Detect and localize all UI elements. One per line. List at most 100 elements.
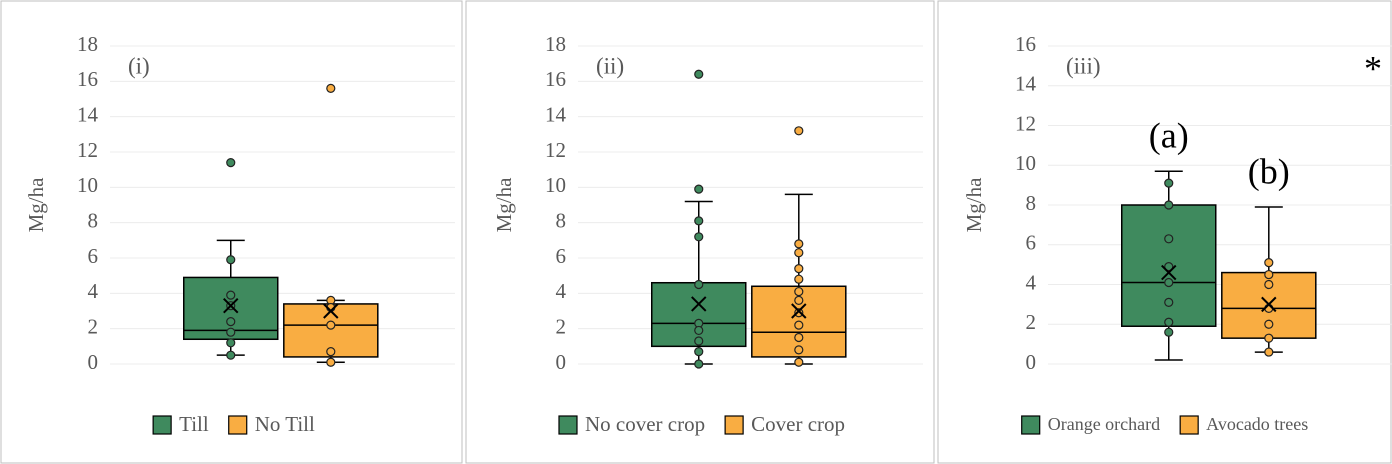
data-point (794, 332, 804, 343)
data-point (326, 357, 336, 367)
y-tick-label: 18 (545, 32, 566, 56)
panel-label: (iii) (1066, 53, 1101, 78)
y-tick-label: 14 (545, 102, 567, 126)
data-point (794, 308, 804, 318)
data-point (794, 320, 804, 330)
data-point (226, 327, 236, 337)
y-tick-label: 2 (556, 314, 567, 338)
data-point (1264, 269, 1274, 280)
legend-swatch (1021, 415, 1041, 435)
y-tick-label: 8 (88, 208, 99, 232)
data-point (326, 347, 336, 357)
y-tick-label: 16 (1015, 32, 1036, 56)
y-tick-label: 6 (556, 244, 567, 268)
data-point (1164, 262, 1174, 272)
y-axis-label: Mg/ha (24, 177, 48, 233)
data-point (1264, 333, 1274, 343)
y-tick-label: 6 (88, 244, 99, 268)
data-point (1264, 279, 1274, 290)
data-point (1164, 277, 1174, 288)
data-point (694, 216, 704, 226)
data-point (694, 232, 704, 242)
panel-label: (ii) (596, 53, 624, 78)
legend-swatch (228, 415, 248, 435)
data-point (694, 359, 704, 369)
legend-label: No cover crop (585, 412, 705, 436)
data-point (1264, 347, 1274, 357)
y-tick-label: 10 (1015, 151, 1036, 175)
data-point (794, 357, 804, 367)
data-point (1164, 200, 1174, 210)
y-tick-label: 14 (1015, 72, 1037, 96)
y-tick-label: 8 (556, 208, 567, 232)
y-axis-label: Mg/ha (962, 177, 986, 233)
data-point (1164, 234, 1174, 244)
data-point (1164, 327, 1174, 337)
group-letter: (b) (1248, 151, 1290, 191)
data-point (226, 317, 236, 327)
legend-label: No Till (255, 412, 315, 436)
y-tick-label: 2 (1026, 310, 1037, 334)
data-point (694, 336, 704, 346)
significance-mark: * (1364, 48, 1382, 88)
mean-marker (1261, 296, 1277, 313)
legend-swatch (152, 415, 172, 435)
data-point (794, 239, 804, 249)
y-tick-label: 2 (88, 314, 99, 338)
y-tick-label: 12 (77, 138, 98, 162)
legend-label: Cover crop (751, 412, 845, 436)
panel-border (0, 0, 463, 464)
mean-marker (323, 303, 339, 319)
data-point (326, 320, 336, 330)
data-point (1164, 317, 1174, 327)
legend-label: Avocado trees (1206, 414, 1308, 434)
legend-label: Till (179, 412, 209, 436)
data-point (694, 279, 704, 290)
legend: No cover crop Cover crop (558, 412, 845, 436)
y-tick-label: 4 (88, 279, 99, 303)
data-point (794, 345, 804, 355)
data-point (226, 255, 236, 265)
y-tick-label: 12 (545, 138, 566, 162)
y-tick-label: 4 (1026, 270, 1037, 294)
y-tick-label: 6 (1026, 231, 1037, 255)
group-letter: (a) (1149, 115, 1189, 155)
data-point (794, 286, 804, 297)
data-point (1264, 319, 1274, 329)
legend: Till No Till (152, 412, 315, 436)
y-tick-label: 10 (77, 173, 98, 197)
y-tick-label: 0 (88, 350, 99, 374)
mean-marker (223, 297, 239, 314)
y-tick-label: 0 (1026, 350, 1037, 374)
data-point (694, 184, 704, 194)
box (651, 281, 747, 348)
data-point (694, 347, 704, 357)
legend-swatch (1179, 415, 1199, 435)
legend-swatch (558, 415, 578, 435)
data-point (694, 325, 704, 336)
y-tick-label: 8 (1026, 191, 1037, 215)
data-point (794, 126, 804, 136)
y-tick-label: 0 (556, 350, 567, 374)
y-tick-label: 4 (556, 279, 567, 303)
mean-marker (791, 303, 807, 319)
data-point (226, 290, 236, 300)
y-tick-label: 14 (77, 102, 99, 126)
data-point (794, 295, 804, 305)
data-point (226, 350, 236, 360)
mean-marker (1161, 264, 1177, 281)
y-tick-label: 16 (545, 67, 566, 91)
panel-border (465, 0, 935, 464)
legend-label: Orange orchard (1048, 414, 1160, 434)
data-point (794, 248, 804, 258)
data-point (694, 69, 704, 79)
data-point (1264, 258, 1274, 268)
data-point (1164, 178, 1174, 188)
legend-swatch (724, 415, 744, 435)
y-tick-label: 16 (77, 67, 98, 91)
data-point (794, 264, 804, 274)
y-axis-label: Mg/ha (492, 177, 516, 233)
data-point (326, 83, 336, 94)
panel-label: (i) (128, 53, 150, 78)
